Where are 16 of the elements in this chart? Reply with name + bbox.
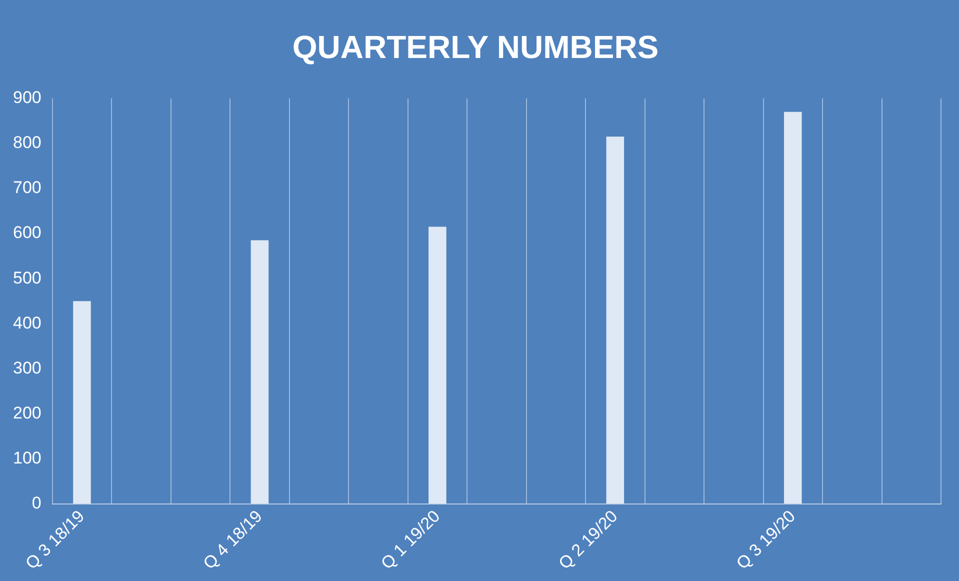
bar [606, 136, 624, 504]
y-tick-label: 600 [12, 223, 42, 242]
y-tick-label: 300 [12, 358, 42, 378]
y-tick-label: 500 [12, 268, 42, 288]
y-tick-label: 0 [32, 493, 42, 512]
y-tick-label: 200 [12, 403, 42, 422]
y-tick-label: 400 [12, 313, 42, 332]
y-tick-label: 700 [12, 178, 42, 198]
chart-title: QUARTERLY NUMBERS [292, 29, 659, 66]
y-tick-label: 800 [12, 133, 42, 152]
bar [73, 301, 91, 504]
bar [784, 112, 802, 504]
y-tick-label: 100 [12, 448, 42, 468]
y-tick-label: 900 [12, 88, 42, 108]
bar [428, 226, 446, 504]
bar [250, 240, 269, 504]
